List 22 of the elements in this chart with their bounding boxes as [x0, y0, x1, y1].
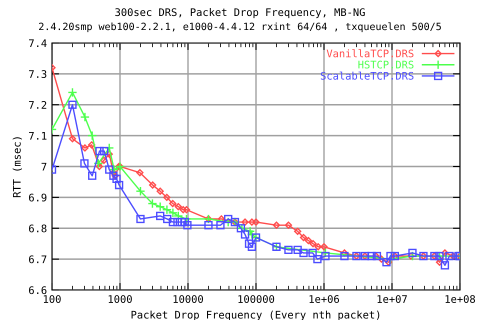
legend-label: ScalableTCP.DRS: [320, 72, 414, 80]
y-tick-label: 6.9: [29, 194, 46, 202]
x-tick-label: 100: [44, 295, 61, 303]
y-tick-label: 7.3: [29, 70, 46, 78]
x-tick-label: 1e+07: [378, 295, 407, 303]
legend-label: HSTCP.DRS: [358, 60, 414, 69]
y-tick-label: 7.2: [29, 101, 46, 109]
y-tick-label: 6.8: [29, 224, 46, 232]
x-tick-label: 1000: [108, 295, 132, 303]
y-tick-label: 6.6: [29, 286, 46, 294]
x-tick-label: 100000: [238, 295, 274, 303]
legend-label: VanillaTCP.DRS: [326, 49, 414, 58]
chart-title: 300sec DRS, Packet Drop Frequency, MB-NG: [115, 8, 365, 18]
y-tick-label: 7.4: [29, 39, 47, 47]
y-axis-title: RTT (msec): [12, 137, 22, 198]
y-tick-label: 7: [42, 162, 46, 170]
x-tick-label: 10000: [174, 295, 204, 303]
y-tick-label: 7.1: [29, 132, 46, 140]
chart-subtitle: 2.4.20smp web100-2.2.1, e1000-4.4.12 rxint 64/64 , txqueuelen 500/5: [39, 22, 441, 32]
x-tick-label: 1e+06: [310, 295, 340, 303]
y-tick-label: 6.7: [29, 255, 46, 264]
x-tick-label: 1e+08: [446, 295, 476, 303]
